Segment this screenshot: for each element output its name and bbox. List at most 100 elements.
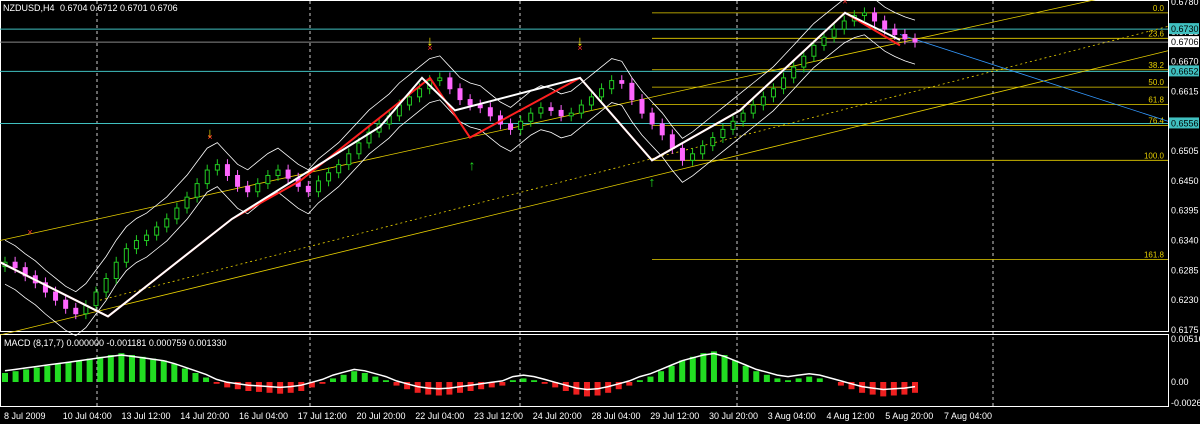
macd-histogram-bar (44, 365, 51, 382)
macd-histogram-bar (171, 364, 178, 382)
macd-histogram-bar (806, 376, 813, 382)
fib-level-label: 76.4 (1148, 117, 1164, 126)
price-tick-label: 0.6670 (1171, 57, 1199, 67)
candle-body (305, 185, 311, 193)
ohlc-label: 0.6704 0.6712 0.6701 0.6706 (60, 3, 178, 13)
sell-arrow-marker: ↓ (427, 32, 434, 48)
macd-histogram-bar (467, 382, 474, 391)
macd-layer (2, 351, 918, 397)
fib-level-label: 23.6 (1148, 29, 1164, 38)
macd-histogram-bar (192, 373, 199, 382)
candle-body (406, 96, 412, 106)
macd-label: MACD (8,17,7) 0.000000 -0.001181 0.00075… (4, 338, 227, 348)
candle-body (346, 153, 352, 166)
candle-body (781, 77, 787, 90)
candle-body (194, 183, 200, 198)
candle-body (872, 12, 878, 22)
time-tick-label: 28 Jul 04:00 (592, 411, 641, 421)
candle-body (174, 207, 180, 220)
candle-body (700, 145, 706, 155)
candle-body (214, 164, 220, 171)
macd-histogram-bar (255, 382, 262, 392)
time-tick-label: 8 Jul 2009 (4, 411, 46, 421)
price-tick-label: 0.6450 (1171, 176, 1199, 186)
candle-body (740, 112, 746, 122)
price-tick-label: 0.6285 (1171, 265, 1199, 275)
candle-body (245, 185, 251, 193)
fib-level-label: 50.0 (1148, 78, 1164, 87)
candle-body (447, 77, 453, 90)
candle-body (53, 291, 59, 301)
macd-histogram-bar (393, 382, 400, 386)
grid-layer (96, 1, 994, 406)
price-tag-box (1169, 36, 1199, 48)
buy-arrow-marker: ↑ (469, 157, 476, 173)
macd-histogram-bar (414, 382, 421, 393)
price-tag-box (1169, 117, 1199, 129)
candle-body (467, 99, 473, 106)
time-tick-label: 29 Jul 12:00 (650, 411, 699, 421)
macd-histogram-bar (531, 380, 538, 382)
candle-body (224, 164, 230, 176)
macd-histogram-bar (679, 360, 686, 382)
candle-body (12, 261, 18, 269)
candle-body (275, 169, 281, 176)
macd-histogram-bar (647, 376, 654, 382)
candle-body (265, 174, 271, 185)
upper-channel-line (0, 0, 1096, 241)
candle-body (720, 128, 726, 139)
price-tick-label: 0.6230 (1171, 295, 1199, 305)
macd-histogram-bar (710, 351, 717, 382)
price-tick-label: 0.6615 (1171, 86, 1199, 96)
macd-histogram-bar (107, 355, 114, 382)
candle-body (417, 88, 423, 98)
candle-body (568, 112, 574, 117)
macd-histogram-bar (457, 382, 463, 393)
candle-body (528, 112, 534, 122)
macd-histogram-bar (139, 356, 146, 382)
macd-histogram-bar (150, 358, 157, 382)
macd-histogram-bar (382, 380, 389, 382)
macd-histogram-bar (615, 382, 622, 390)
candle-body (133, 240, 139, 250)
candle-body (639, 99, 645, 114)
macd-histogram-bar (23, 369, 30, 382)
time-tick-label: 22 Jul 04:00 (415, 411, 464, 421)
time-tick-label: 13 Jul 12:00 (122, 411, 171, 421)
price-tag-box (1169, 23, 1199, 35)
candle-body (42, 282, 48, 293)
candle-body (154, 226, 160, 236)
sell-arrow-marker: ↓ (577, 32, 584, 48)
fib-level-label: 0.0 (1153, 4, 1165, 13)
macd-histogram-bar (287, 382, 294, 393)
macd-histogram-bar (76, 360, 83, 382)
macd-histogram-bar (245, 382, 252, 391)
time-axis: 8 Jul 2009 10 Jul 04:00 13 Jul 12:00 14 Jul… (4, 411, 992, 421)
candle-body (892, 28, 898, 36)
macd-histogram-bar (912, 382, 918, 393)
time-tick-label: 30 Jul 20:00 (709, 411, 758, 421)
candle-body (669, 134, 675, 149)
macd-histogram-bar (562, 382, 569, 391)
main-plot-border (0, 0, 1169, 332)
macd-histogram-bar (54, 364, 61, 382)
candle-body (144, 234, 150, 242)
macd-histogram-bar (97, 356, 104, 382)
trend-line (899, 34, 1169, 122)
macd-histogram-bar (224, 382, 231, 388)
sell-cross-marker: × (577, 43, 582, 53)
macd-histogram-bar (160, 360, 167, 382)
price-tag-label: 0.6706 (1171, 37, 1199, 47)
macd-histogram-bar (86, 358, 93, 382)
time-tick-label: 17 Jul 12:00 (298, 411, 347, 421)
candle-body (609, 80, 615, 90)
time-tick-label: 10 Jul 04:00 (63, 411, 112, 421)
macd-histogram-bar (266, 382, 273, 393)
macd-histogram-bar (181, 368, 188, 382)
macd-histogram-bar (732, 360, 739, 382)
macd-histogram-bar (340, 374, 347, 382)
macd-histogram-bar (605, 382, 612, 393)
candle-body (204, 169, 210, 185)
macd-histogram-bar (848, 382, 855, 390)
price-tick-label: 0.6780 (1171, 0, 1199, 7)
